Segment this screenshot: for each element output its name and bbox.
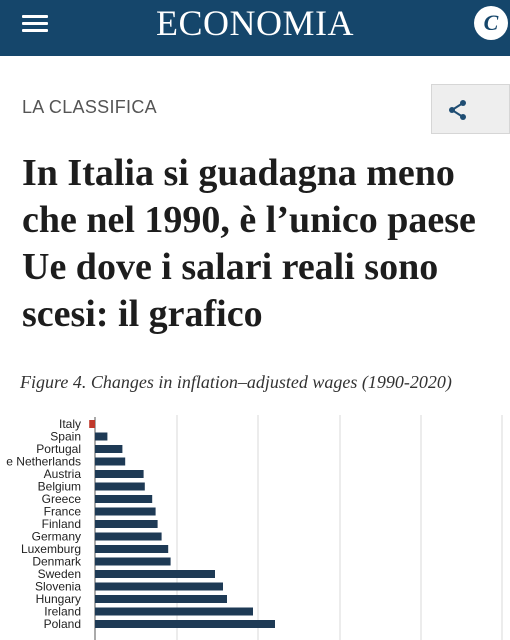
bar-france — [95, 507, 156, 516]
bar-slovenia — [95, 582, 223, 591]
category-label: Austria — [44, 467, 82, 481]
category-label: Hungary — [36, 592, 81, 606]
category-label: Spain — [50, 430, 81, 444]
category-label: Denmark — [32, 555, 82, 569]
headline-line: che nel 1990, è l’unico paese — [22, 199, 476, 241]
figure-caption: Figure 4. Changes in inflation–adjusted … — [20, 372, 452, 392]
share-button[interactable] — [431, 84, 510, 134]
top-bar: ECONOMIA C — [0, 0, 510, 56]
bar-the-netherlands — [95, 457, 126, 466]
category-label: Poland — [44, 617, 81, 631]
bar-hungary — [95, 595, 227, 603]
bar-italy — [89, 420, 95, 428]
article-kicker: LA CLASSIFICA — [22, 97, 157, 117]
headline-line: scesi: il grafico — [22, 293, 263, 335]
article-headline: In Italia si guadagna meno che nel 1990,… — [22, 150, 502, 338]
category-label: France — [44, 505, 82, 519]
bar-spain — [95, 432, 108, 441]
category-label: Ireland — [44, 605, 81, 619]
bar-austria — [95, 470, 144, 478]
category-label: Germany — [32, 530, 81, 544]
category-label: Greece — [42, 492, 82, 506]
category-label: Luxemburg — [21, 542, 81, 556]
category-label: Portugal — [36, 442, 81, 456]
category-label: Italy — [59, 417, 81, 431]
bar-ireland — [95, 607, 253, 616]
brand-badge[interactable]: C — [474, 6, 508, 40]
headline-line: Ue dove i salari reali sono — [22, 246, 439, 288]
bar-sweden — [95, 570, 215, 578]
category-label: e Netherlands — [6, 455, 81, 469]
category-label: Slovenia — [35, 580, 81, 594]
bar-germany — [95, 532, 162, 541]
bar-finland — [95, 520, 158, 528]
bar-portugal — [95, 445, 123, 453]
hamburger-menu-icon[interactable] — [22, 12, 48, 36]
category-label: Belgium — [38, 480, 81, 494]
headline-line: In Italia si guadagna meno — [22, 152, 455, 194]
section-logo[interactable]: ECONOMIA — [156, 3, 354, 43]
share-icon — [449, 100, 466, 120]
bar-poland — [95, 620, 275, 628]
bar-luxemburg — [95, 545, 169, 553]
category-label: Sweden — [38, 567, 81, 581]
bar-belgium — [95, 482, 145, 491]
bar-denmark — [95, 557, 171, 566]
category-label: Finland — [42, 517, 81, 531]
bar-greece — [95, 495, 153, 503]
